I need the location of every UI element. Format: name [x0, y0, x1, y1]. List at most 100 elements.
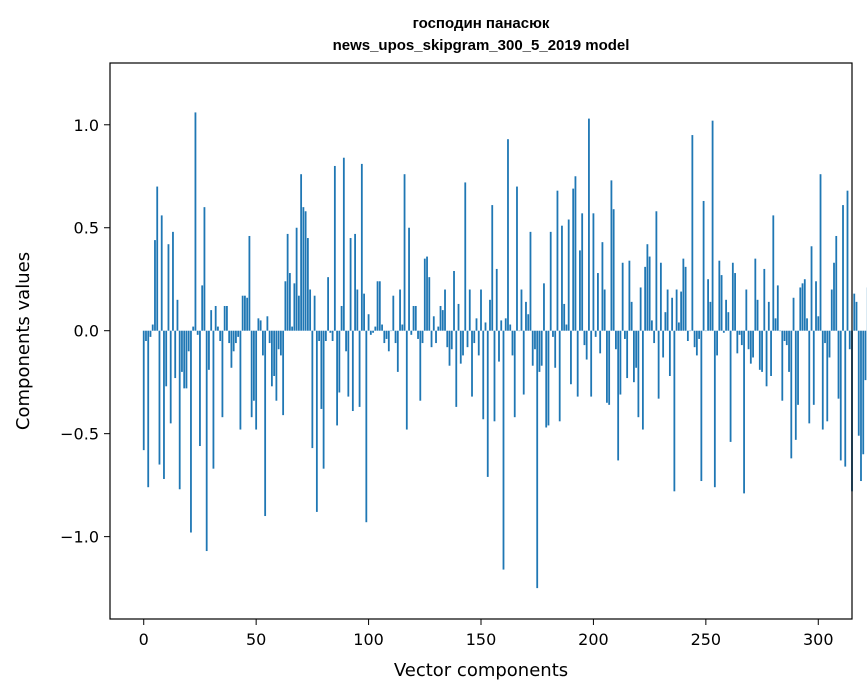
bar-component-150: [480, 289, 482, 331]
bar-component-254: [713, 330, 716, 488]
x-tick-label: 250: [691, 630, 722, 649]
bar-component-298: [812, 330, 815, 405]
bar-component-29: [208, 330, 210, 370]
bar-component-272: [754, 258, 757, 331]
bar-component-63: [284, 281, 287, 331]
bar-component-16: [178, 330, 181, 490]
bar-component-137: [450, 330, 453, 350]
bar-component-178: [543, 283, 545, 331]
bar-component-91: [347, 330, 350, 397]
bar-component-134: [444, 289, 446, 331]
x-tick-label: 100: [353, 630, 384, 649]
bar-component-266: [740, 330, 743, 346]
bar-component-216: [628, 260, 631, 331]
bar-component-103: [374, 326, 377, 331]
bar-component-226: [650, 320, 653, 331]
bar-component-40: [232, 330, 235, 352]
bar-component-261: [729, 330, 732, 442]
bar-component-245: [693, 330, 696, 348]
bar-component-277: [765, 330, 768, 387]
bar-component-228: [655, 211, 658, 331]
bar-component-160: [502, 330, 505, 570]
chart-subtitle: news_upos_skipgram_300_5_2019 model: [333, 37, 630, 54]
bar-component-296: [808, 330, 811, 424]
bar-component-70: [300, 174, 303, 331]
bar-component-252: [709, 301, 712, 331]
bar-component-133: [441, 310, 444, 331]
bar-component-287: [788, 330, 790, 372]
bar-component-176: [538, 330, 541, 372]
bar-component-205: [603, 289, 606, 331]
bar-component-74: [309, 289, 312, 331]
bar-component-138: [453, 270, 455, 331]
bar-component-83: [329, 330, 332, 333]
bar-component-135: [446, 330, 449, 348]
bar-component-274: [758, 330, 761, 370]
bar-component-60: [277, 330, 280, 350]
bar-component-114: [399, 289, 401, 331]
bar-component-230: [659, 262, 662, 331]
bar-component-179: [545, 330, 548, 428]
bar-component-223: [644, 266, 647, 331]
bar-component-12: [169, 330, 172, 424]
bar-component-56: [268, 330, 271, 344]
bar-component-197: [585, 330, 588, 360]
bar-component-118: [408, 227, 410, 331]
bar-component-234: [668, 330, 671, 376]
bar-component-165: [513, 330, 516, 418]
bar-component-305: [828, 330, 831, 358]
bar-component-264: [736, 330, 739, 354]
bar-component-57: [270, 330, 273, 387]
bar-component-218: [633, 330, 635, 383]
bar-component-43: [239, 330, 242, 430]
bar-component-111: [392, 295, 395, 331]
bar-component-119: [410, 330, 413, 335]
bar-component-96: [358, 330, 361, 407]
bar-component-146: [471, 330, 473, 397]
bar-component-84: [331, 330, 334, 341]
bar-component-59: [275, 330, 278, 401]
bar-component-2: [147, 330, 150, 488]
bar-component-157: [495, 268, 498, 331]
bar-component-13: [172, 231, 174, 331]
bar-component-184: [556, 190, 559, 331]
y-tick-label: −1.0: [60, 528, 99, 547]
bar-component-45: [244, 295, 246, 331]
bar-component-181: [549, 231, 552, 331]
bar-component-72: [304, 211, 307, 331]
bar-component-293: [801, 283, 804, 331]
bar-component-276: [763, 268, 766, 331]
bar-component-289: [792, 297, 795, 331]
bar-component-49: [253, 330, 255, 401]
bar-component-7: [158, 330, 161, 465]
bar-component-75: [311, 330, 314, 449]
bar-component-291: [797, 330, 799, 405]
bar-component-306: [830, 289, 833, 331]
bar-component-265: [738, 330, 741, 335]
bar-component-310: [839, 330, 842, 461]
bar-component-127: [428, 277, 431, 331]
bar-component-177: [540, 330, 543, 366]
bar-component-280: [772, 215, 775, 331]
bar-component-236: [673, 330, 676, 492]
bar-component-0: [142, 330, 145, 451]
bar-component-11: [167, 244, 170, 331]
bar-component-132: [439, 305, 442, 331]
bar-component-173: [531, 330, 534, 366]
bar-component-148: [475, 318, 478, 331]
bar-component-166: [516, 186, 518, 331]
bar-component-73: [306, 238, 309, 331]
bar-component-237: [675, 289, 678, 331]
bar-component-152: [484, 322, 487, 331]
bar-component-121: [414, 305, 417, 331]
bar-component-104: [376, 281, 379, 331]
bar-component-212: [619, 330, 622, 395]
bar-component-224: [646, 244, 649, 331]
bar-component-257: [720, 275, 723, 331]
bar-component-112: [394, 330, 397, 344]
bar-component-68: [295, 227, 298, 331]
bar-component-278: [767, 301, 770, 331]
bar-component-67: [293, 283, 296, 331]
bar-component-86: [336, 330, 338, 426]
bar-component-311: [842, 205, 844, 331]
